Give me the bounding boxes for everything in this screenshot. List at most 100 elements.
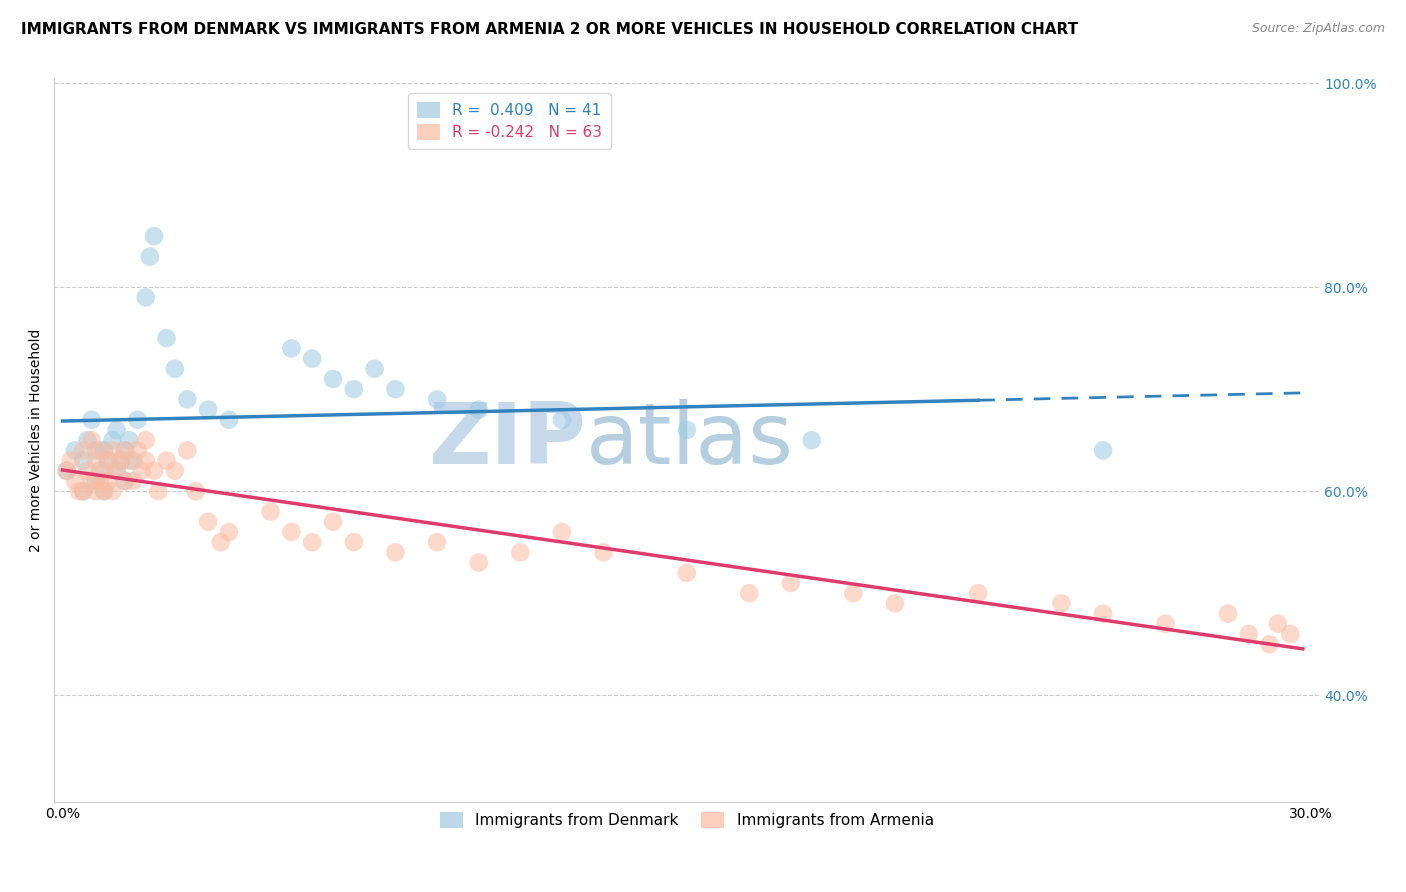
Point [301, 535, 323, 549]
Point [1092, 443, 1115, 458]
Point [72, 484, 94, 499]
Point [1279, 627, 1302, 641]
Point [67, 484, 90, 499]
Legend: Immigrants from Denmark, Immigrants from Armenia: Immigrants from Denmark, Immigrants from… [434, 806, 939, 834]
Point [105, 464, 128, 478]
Point [675, 566, 697, 580]
Point [1258, 637, 1281, 651]
Point [89, 464, 111, 478]
Point [143, 229, 166, 244]
Point [97, 453, 120, 467]
Point [72, 443, 94, 458]
Point [84, 453, 107, 467]
Point [135, 453, 157, 467]
Point [127, 443, 149, 458]
Point [509, 545, 531, 559]
Point [63, 474, 86, 488]
Point [55, 464, 77, 478]
Point [218, 413, 240, 427]
Point [1216, 607, 1239, 621]
Point [467, 556, 489, 570]
Point [93, 484, 115, 499]
Point [343, 382, 366, 396]
Point [1050, 596, 1073, 610]
Point [883, 596, 905, 610]
Point [551, 413, 574, 427]
Point [148, 484, 170, 499]
Point [89, 474, 111, 488]
Point [155, 453, 177, 467]
Point [93, 464, 115, 478]
Point [322, 372, 344, 386]
Point [114, 474, 136, 488]
Point [72, 453, 94, 467]
Point [84, 484, 107, 499]
Point [127, 413, 149, 427]
Point [63, 443, 86, 458]
Point [426, 392, 449, 407]
Point [143, 464, 166, 478]
Point [110, 453, 132, 467]
Point [139, 250, 162, 264]
Point [363, 361, 385, 376]
Point [135, 433, 157, 447]
Point [1154, 616, 1177, 631]
Point [259, 505, 281, 519]
Point [80, 413, 103, 427]
Point [800, 433, 823, 447]
Point [110, 453, 132, 467]
Text: Source: ZipAtlas.com: Source: ZipAtlas.com [1251, 22, 1385, 36]
Point [967, 586, 990, 600]
Point [97, 453, 120, 467]
Point [218, 524, 240, 539]
Point [184, 484, 207, 499]
Point [675, 423, 697, 437]
Point [384, 382, 406, 396]
Text: atlas: atlas [585, 399, 793, 482]
Point [72, 484, 94, 499]
Point [1092, 607, 1115, 621]
Point [84, 443, 107, 458]
Point [322, 515, 344, 529]
Point [842, 586, 865, 600]
Point [80, 474, 103, 488]
Point [55, 464, 77, 478]
Y-axis label: 2 or more Vehicles in Household: 2 or more Vehicles in Household [30, 328, 44, 552]
Point [80, 433, 103, 447]
Point [280, 342, 302, 356]
Point [97, 474, 120, 488]
Text: ZIP: ZIP [427, 399, 585, 482]
Point [426, 535, 449, 549]
Point [114, 474, 136, 488]
Point [59, 453, 82, 467]
Point [343, 535, 366, 549]
Point [1237, 627, 1260, 641]
Point [163, 464, 186, 478]
Point [779, 576, 801, 591]
Point [131, 464, 153, 478]
Point [118, 433, 141, 447]
Point [209, 535, 232, 549]
Point [122, 453, 145, 467]
Point [592, 545, 614, 559]
Point [93, 484, 115, 499]
Point [551, 524, 574, 539]
Point [155, 331, 177, 345]
Point [384, 545, 406, 559]
Point [197, 515, 219, 529]
Point [114, 443, 136, 458]
Point [1267, 616, 1289, 631]
Point [101, 433, 124, 447]
Point [176, 392, 198, 407]
Point [101, 484, 124, 499]
Point [114, 443, 136, 458]
Point [163, 361, 186, 376]
Point [101, 443, 124, 458]
Point [105, 423, 128, 437]
Point [467, 402, 489, 417]
Point [93, 443, 115, 458]
Point [105, 464, 128, 478]
Point [135, 290, 157, 304]
Point [176, 443, 198, 458]
Point [84, 474, 107, 488]
